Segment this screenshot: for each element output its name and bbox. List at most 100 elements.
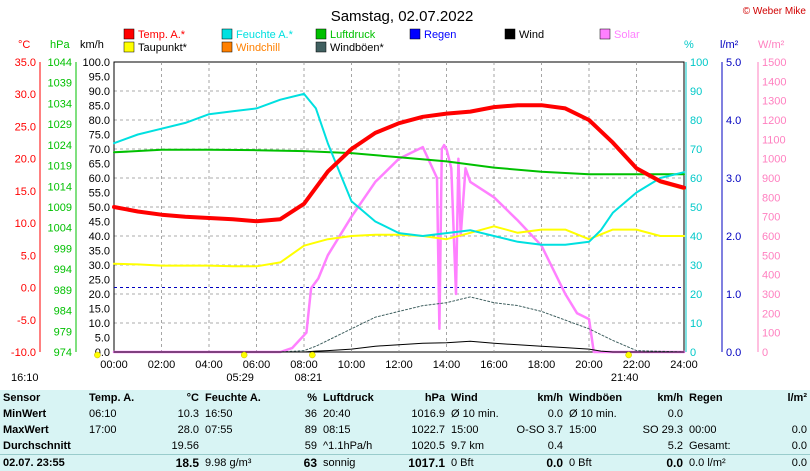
stats-cell: Temp. A. <box>89 392 135 404</box>
left-tick-label: 1039 <box>48 78 72 90</box>
left-tick-label: 25.0 <box>89 275 110 287</box>
stats-cell: 1020.5 <box>411 440 445 452</box>
right-tick-label: 90 <box>690 86 702 98</box>
marker-label: 21:40 <box>611 372 639 384</box>
left-tick-label: 15.0 <box>15 186 36 198</box>
right-tick-label: 200 <box>762 308 780 320</box>
stats-cell: km/h <box>657 392 683 404</box>
stats-row: MaxWert 17:00 28.0 07:55 89 08:15 1022.7 15:00 O… <box>0 422 810 438</box>
legend-swatch <box>504 28 516 40</box>
right-tick-label: 400 <box>762 270 780 282</box>
left-tick-label: 35.0 <box>89 246 110 258</box>
right-tick-label: 30 <box>690 260 702 272</box>
stats-cell: 0.0 <box>791 424 807 436</box>
left-axis-unit: hPa <box>50 39 70 51</box>
left-tick-label: 1019 <box>48 161 72 173</box>
stats-cell: 08:15 <box>323 424 351 436</box>
left-tick-label: 999 <box>54 243 72 255</box>
right-axis-unit: % <box>684 39 694 51</box>
stats-cell: 0.0 <box>508 454 566 471</box>
x-tick-label: 02:00 <box>148 359 176 371</box>
stats-cell: 02.07. 23:55 <box>0 454 86 471</box>
x-tick-label: 06:00 <box>243 359 271 371</box>
left-tick-label: 75.0 <box>89 130 110 142</box>
axes: °C 35.0 30.0 25.0 20.0 15.0 10.0 5.0 0.0 -5.0 -10.… <box>11 39 787 371</box>
stats-cell: Gesamt: <box>689 440 731 452</box>
right-tick-label: 100 <box>690 57 708 69</box>
legend-label: Luftdruck <box>330 29 376 41</box>
stats-cell: MinWert <box>3 408 47 420</box>
left-tick-label: 100.0 <box>82 57 110 69</box>
marker-dot <box>625 351 632 359</box>
left-tick-label: 1029 <box>48 119 72 131</box>
left-tick-label: 10.0 <box>89 318 110 330</box>
left-tick-label: 5.0 <box>21 250 36 262</box>
series-feuchte-a <box>113 92 685 246</box>
left-tick-label: 15.0 <box>89 304 110 316</box>
left-tick-label: 35.0 <box>15 57 36 69</box>
legend-swatch <box>123 41 135 53</box>
x-tick-label: 14:00 <box>433 359 461 371</box>
stats-cell: Wind <box>451 392 478 404</box>
left-tick-label: 0.0 <box>21 283 36 295</box>
stats-cell: 07:55 <box>205 424 233 436</box>
right-tick-label: 2.0 <box>726 231 741 243</box>
stats-cell: 20:40 <box>323 408 351 420</box>
stats-cell: 0 Bft <box>448 454 508 471</box>
right-tick-label: 70 <box>690 144 702 156</box>
series-solar <box>112 143 686 354</box>
stats-cell: 59 <box>304 440 317 452</box>
left-tick-label: 20.0 <box>89 289 110 301</box>
stats-cell: Sensor <box>3 392 41 404</box>
legend-label: Windböen* <box>330 42 385 54</box>
series-windb-en <box>113 296 685 353</box>
right-tick-label: 1200 <box>762 115 786 127</box>
x-tick-label: 20:00 <box>575 359 603 371</box>
left-tick-label: 1034 <box>48 98 72 110</box>
stats-cell: Feuchte A. <box>205 392 261 404</box>
legend-label: Regen <box>424 29 456 41</box>
right-tick-label: 10 <box>690 318 702 330</box>
left-tick-label: 974 <box>54 347 72 359</box>
left-tick-label: 70.0 <box>89 144 110 156</box>
stats-cell: Luftdruck <box>323 392 374 404</box>
stats-cell: 0 Bft <box>566 454 632 471</box>
legend-swatch <box>315 41 327 53</box>
x-tick-label: 22:00 <box>623 359 651 371</box>
copyright-label[interactable]: © Weber Mike <box>743 6 807 17</box>
series-taupunkt <box>113 225 685 268</box>
stats-cell: 0.0 <box>791 440 807 452</box>
left-tick-label: 65.0 <box>89 159 110 171</box>
left-tick-label: 979 <box>54 326 72 338</box>
marker-label: 16:10 <box>11 372 39 384</box>
left-tick-label: 55.0 <box>89 188 110 200</box>
left-tick-label: 50.0 <box>89 202 110 214</box>
right-tick-label: 60 <box>690 173 702 185</box>
left-tick-label: 95.0 <box>89 72 110 84</box>
left-tick-label: 40.0 <box>89 231 110 243</box>
left-axis-unit: °C <box>18 39 30 51</box>
stats-cell: 16:50 <box>205 408 233 420</box>
x-tick-label: 16:00 <box>480 359 508 371</box>
x-tick-label: 08:00 <box>290 359 318 371</box>
legend: Temp. A.* Feuchte A.* Luftdruck Regen Wind So… <box>123 28 640 54</box>
stats-row: 02.07. 23:55 18.5 9.98 g/m³ 63 sonnig 1017.1 0… <box>0 454 810 471</box>
stats-cell: Ø 10 min. <box>569 408 617 420</box>
right-tick-label: 900 <box>762 173 780 185</box>
right-tick-label: 1300 <box>762 96 786 108</box>
stats-cell: Ø 10 min. <box>451 408 499 420</box>
x-tick-label: 12:00 <box>385 359 413 371</box>
stats-cell: Regen <box>689 392 723 404</box>
legend-label: Wind <box>519 29 544 41</box>
legend-label: Solar <box>614 29 640 41</box>
right-tick-label: 700 <box>762 212 780 224</box>
left-tick-label: 10.0 <box>15 218 36 230</box>
series-luftdruck <box>113 148 685 176</box>
left-tick-label: 989 <box>54 285 72 297</box>
chart-title: Samstag, 02.07.2022 <box>331 8 474 25</box>
left-tick-label: 30.0 <box>15 89 36 101</box>
x-tick-label: 24:00 <box>670 359 698 371</box>
stats-cell: Durchschnitt <box>3 440 71 452</box>
legend-label: Feuchte A.* <box>236 29 294 41</box>
legend-label: Temp. A.* <box>138 29 186 41</box>
